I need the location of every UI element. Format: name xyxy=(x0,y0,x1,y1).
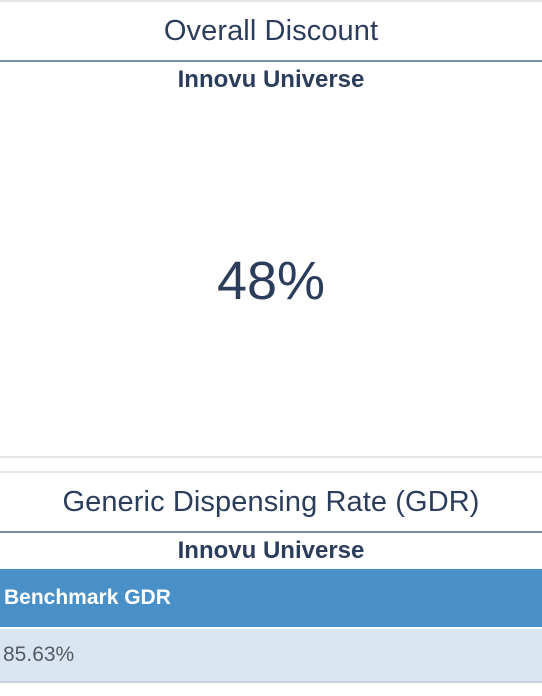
gdr-table: Benchmark GDR 85.63% xyxy=(0,569,542,683)
gdr-card: Generic Dispensing Rate (GDR) Innovu Uni… xyxy=(0,471,542,696)
gdr-table-header: Benchmark GDR xyxy=(0,569,542,627)
gdr-title: Generic Dispensing Rate (GDR) xyxy=(0,473,542,533)
gdr-subtitle: Innovu Universe xyxy=(177,537,365,564)
table-row: 85.63% xyxy=(0,627,542,683)
overall-discount-value: 48% xyxy=(216,251,326,311)
overall-discount-subtitle: Innovu Universe xyxy=(177,66,365,93)
overall-discount-card: Overall Discount Innovu Universe 48% xyxy=(0,0,542,458)
overall-discount-title: Overall Discount xyxy=(0,2,542,62)
